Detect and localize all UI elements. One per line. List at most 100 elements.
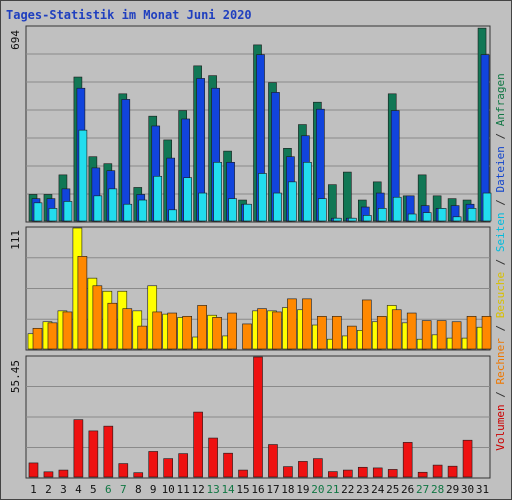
bar-volumen-day-3 <box>58 469 69 478</box>
bar-rechner-day-16 <box>257 308 267 350</box>
bar-rechner-day-13 <box>212 317 222 350</box>
bar-seiten-day-20 <box>318 198 327 222</box>
bar-rechner-day-28 <box>436 320 447 350</box>
bar-seiten-day-18 <box>288 181 297 222</box>
bar-rechner-day-11 <box>182 315 192 350</box>
bar-volumen-day-24 <box>372 467 383 478</box>
bar-seiten-day-25 <box>392 196 402 222</box>
bar-anfragen-day-21 <box>328 184 337 222</box>
bar-seiten-day-8 <box>138 199 148 222</box>
bar-seiten-day-7 <box>123 203 133 222</box>
legend-label-segment: Seiten <box>494 212 507 252</box>
x-tick-day-16: 16 <box>251 483 264 496</box>
y-max-label: 55.45 <box>9 360 22 393</box>
bar-seiten-day-27 <box>422 212 432 222</box>
x-tick-day-30: 30 <box>461 483 474 496</box>
bar-rechner-day-22 <box>347 325 357 350</box>
bar-volumen-day-7 <box>118 463 129 478</box>
bar-rechner-day-9 <box>152 311 163 350</box>
bar-seiten-day-28 <box>437 208 447 222</box>
bar-seiten-day-12 <box>198 192 207 222</box>
bar-volumen-day-21 <box>328 471 338 478</box>
bar-volumen-day-6 <box>103 425 114 478</box>
x-tick-day-8: 8 <box>135 483 142 496</box>
bar-rechner-day-2 <box>47 322 58 350</box>
x-tick-day-24: 24 <box>371 483 385 496</box>
bar-rechner-day-3 <box>62 311 73 350</box>
chart-panels: 694 111 55.45 <box>9 25 492 479</box>
bar-rechner-day-27 <box>421 320 432 350</box>
bar-volumen-day-9 <box>148 451 159 478</box>
chart-panel-2: 111 <box>9 226 492 351</box>
x-tick-day-12: 12 <box>192 483 205 496</box>
x-tick-day-2: 2 <box>45 483 52 496</box>
legend-label-segment: / <box>494 192 507 212</box>
bar-seiten-day-9 <box>153 175 163 222</box>
chart-panel-1: 694 <box>9 25 492 223</box>
x-tick-day-23: 23 <box>356 483 369 496</box>
bar-volumen-day-10 <box>163 458 173 478</box>
bar-volumen-day-8 <box>133 472 144 478</box>
bar-rechner-day-29 <box>451 321 462 350</box>
legend-label-segment: Rechner <box>494 338 507 385</box>
x-tick-day-17: 17 <box>266 483 279 496</box>
bar-rechner-day-5 <box>92 285 103 350</box>
bar-volumen-day-26 <box>402 442 413 478</box>
bar-rechner-day-21 <box>332 315 342 350</box>
bar-seiten-day-17 <box>273 192 282 222</box>
bar-volumen-day-16 <box>253 356 263 478</box>
bar-seiten-day-10 <box>168 209 178 222</box>
bar-rechner-day-4 <box>77 256 88 350</box>
bar-volumen-day-2 <box>43 471 54 478</box>
x-tick-day-22: 22 <box>341 483 354 496</box>
chart-panel-3: 55.45 <box>9 355 491 479</box>
bar-volumen-day-5 <box>88 430 99 478</box>
x-tick-day-19: 19 <box>296 483 309 496</box>
x-tick-day-11: 11 <box>177 483 190 496</box>
x-tick-day-13: 13 <box>206 483 219 496</box>
x-tick-day-15: 15 <box>236 483 249 496</box>
bar-rechner-day-23 <box>361 299 372 350</box>
bar-rechner-day-7 <box>122 308 133 350</box>
right-axis-label: Volumen / Rechner / Besuche / Seiten / D… <box>494 73 507 451</box>
legend-label-segment: Volumen <box>494 404 507 450</box>
y-max-label: 694 <box>9 30 22 50</box>
x-tick-day-10: 10 <box>162 483 175 496</box>
bar-volumen-day-11 <box>178 453 188 478</box>
bar-volumen-day-28 <box>432 464 443 478</box>
bar-rechner-day-26 <box>406 312 417 350</box>
bar-volumen-day-13 <box>208 437 218 478</box>
bar-seiten-day-14 <box>228 198 237 222</box>
bar-seiten-day-31 <box>482 192 492 222</box>
bar-seiten-day-29 <box>452 216 462 222</box>
bar-anfragen-day-22 <box>343 171 352 222</box>
bar-seiten-day-15 <box>243 203 252 222</box>
x-tick-day-25: 25 <box>386 483 399 496</box>
bar-rechner-day-6 <box>107 302 118 350</box>
legend-label-segment: / <box>494 318 507 338</box>
y-max-label: 111 <box>9 230 22 250</box>
bar-seiten-day-30 <box>467 208 477 222</box>
bar-rechner-day-25 <box>391 309 402 350</box>
bar-rechner-day-20 <box>317 315 327 350</box>
bar-seiten-day-16 <box>258 173 267 222</box>
bar-seiten-day-19 <box>303 161 312 222</box>
bar-volumen-day-18 <box>283 466 293 478</box>
x-tick-day-6: 6 <box>105 483 112 496</box>
legend-label-segment: Besuche <box>494 272 507 318</box>
bar-rechner-day-17 <box>272 311 282 350</box>
bar-volumen-day-17 <box>268 444 278 478</box>
x-tick-day-31: 31 <box>476 483 489 496</box>
bar-seiten-day-11 <box>183 177 192 222</box>
bar-volumen-day-15 <box>238 469 248 478</box>
bar-volumen-day-30 <box>462 439 473 478</box>
bar-seiten-day-2 <box>48 208 58 222</box>
bar-rechner-day-1 <box>32 327 43 350</box>
x-tick-day-9: 9 <box>150 483 157 496</box>
bar-seiten-day-26 <box>407 213 417 222</box>
x-tick-day-28: 28 <box>431 483 444 496</box>
bar-volumen-day-27 <box>417 471 428 478</box>
x-tick-day-27: 27 <box>416 483 429 496</box>
bar-volumen-day-29 <box>447 465 458 478</box>
x-tick-day-1: 1 <box>30 483 37 496</box>
